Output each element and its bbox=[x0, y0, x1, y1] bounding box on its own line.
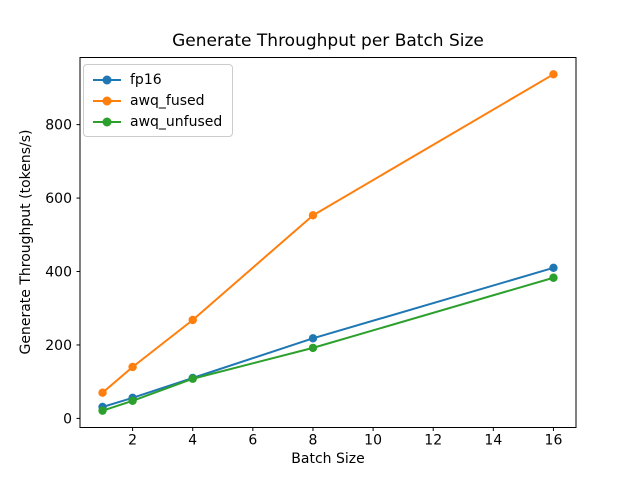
legend-marker-icon bbox=[102, 75, 112, 84]
legend-item-awq_fused: awq_fused bbox=[93, 91, 222, 110]
legend-label: awq_fused bbox=[130, 92, 205, 109]
legend-item-fp16: fp16 bbox=[93, 70, 222, 89]
legend-marker-icon bbox=[102, 96, 112, 105]
y-tick-label: 400 bbox=[45, 265, 72, 281]
x-tick-label: 2 bbox=[128, 433, 137, 449]
data-point-awq_fused bbox=[128, 362, 137, 372]
y-tick-label: 200 bbox=[45, 338, 72, 354]
axes-frame bbox=[79, 57, 577, 428]
data-point-awq_fused bbox=[549, 70, 558, 79]
legend: fp16 awq_fused awq_unfused bbox=[83, 64, 234, 137]
data-point-fp16 bbox=[308, 334, 318, 343]
chart-title: Generate Throughput per Batch Size bbox=[172, 31, 484, 51]
legend-line-sample bbox=[93, 75, 121, 84]
legend-label: awq_unfused bbox=[130, 113, 223, 130]
x-tick-label: 12 bbox=[424, 433, 442, 449]
data-point-awq_fused bbox=[308, 211, 318, 220]
x-tick-label: 6 bbox=[248, 433, 257, 449]
legend-item-awq_unfused: awq_unfused bbox=[93, 112, 222, 131]
y-tick-label: 600 bbox=[45, 191, 72, 207]
legend-line-sample bbox=[93, 117, 121, 126]
data-point-awq_unfused bbox=[308, 343, 318, 353]
x-tick-label: 16 bbox=[545, 433, 563, 449]
x-tick-label: 10 bbox=[364, 433, 382, 449]
x-tick-label: 14 bbox=[484, 433, 502, 449]
x-tick-label: 8 bbox=[309, 433, 318, 449]
data-point-awq_fused bbox=[98, 388, 107, 397]
legend-marker-icon bbox=[102, 117, 112, 126]
legend-line-sample bbox=[93, 96, 121, 105]
legend-label: fp16 bbox=[130, 71, 162, 88]
y-tick-label: 0 bbox=[63, 411, 72, 427]
y-tick-label: 800 bbox=[45, 118, 72, 134]
data-point-awq_fused bbox=[188, 315, 197, 325]
data-point-awq_unfused bbox=[188, 374, 197, 383]
data-point-awq_unfused bbox=[128, 396, 137, 405]
data-point-awq_unfused bbox=[98, 406, 107, 415]
x-tick-label: 4 bbox=[188, 433, 197, 449]
y-axis-label: Generate Throughput (tokens/s) bbox=[18, 129, 34, 355]
x-axis-label: Batch Size bbox=[291, 451, 365, 467]
series-line-awq_unfused bbox=[102, 276, 554, 412]
data-point-fp16 bbox=[549, 263, 558, 273]
data-point-awq_unfused bbox=[549, 273, 558, 282]
